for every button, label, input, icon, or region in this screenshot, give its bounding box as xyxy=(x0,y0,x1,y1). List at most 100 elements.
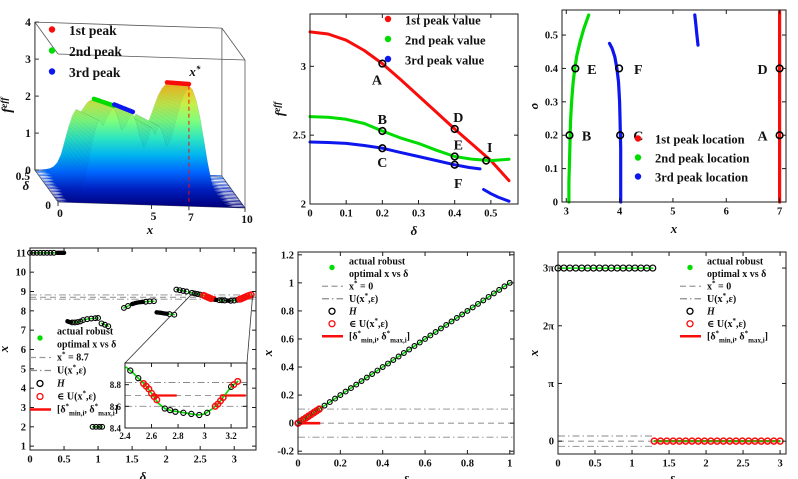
y-tick-label: 3π xyxy=(543,264,554,275)
point-label-A: A xyxy=(372,74,383,89)
point-label-B: B xyxy=(378,113,387,128)
H-sample xyxy=(105,323,112,330)
y-tick-label: 7 xyxy=(21,326,26,337)
series-optimal-x-seg8 xyxy=(175,288,188,293)
H-sample-dense xyxy=(61,250,67,256)
series-3rd peak value (branch 2) xyxy=(482,188,511,203)
series-marker xyxy=(337,392,344,399)
H-sample-dense xyxy=(68,320,73,325)
x-tick-label: 4 xyxy=(617,207,623,218)
y-tick-label: 1 xyxy=(21,442,26,453)
x-axis-label: δ xyxy=(140,469,147,479)
point-label-C: C xyxy=(377,156,387,171)
H-sample xyxy=(33,249,40,256)
series-marker xyxy=(406,346,413,353)
y-axis-label: feff xyxy=(272,101,287,116)
H-sample xyxy=(189,289,195,296)
highlight-point xyxy=(571,64,580,73)
x-tick-label: 0 xyxy=(27,455,32,466)
x-tick-label: 0.3 xyxy=(412,209,425,220)
legend-label: U(x*,ε) xyxy=(707,292,736,305)
panel-peak-values: 0 0.1 0.2 0.3 0.4 0.5 2 2.5 3 δ feff A B C D E F I 1st pea… xyxy=(266,0,532,240)
red-circle-swatch xyxy=(328,320,336,328)
x-tick-label: 0.8 xyxy=(461,459,474,470)
legend-label: 3rd peak xyxy=(69,65,121,80)
series-marker xyxy=(459,311,466,318)
series-marker xyxy=(464,307,471,314)
robust-linear-chart: 00.20.40.60.81-0.200.20.40.60.811.2δxact… xyxy=(260,250,515,479)
H-sample xyxy=(135,375,142,382)
black-circle-swatch xyxy=(686,307,694,315)
series-marker xyxy=(411,343,418,349)
H-sample xyxy=(150,298,157,305)
x-star-annotation: x* xyxy=(188,64,201,79)
red-dot-swatch xyxy=(48,26,56,33)
series-marker xyxy=(649,264,657,272)
legend-label: 1st peak xyxy=(69,23,117,38)
green-dot-swatch xyxy=(687,264,693,271)
x-tick-label: 0 xyxy=(555,459,560,470)
series-marker xyxy=(416,339,423,346)
x-tick-label: 0.6 xyxy=(418,459,431,470)
legend-label: U(x*,ε) xyxy=(349,292,378,305)
H-sample xyxy=(173,286,180,293)
y-tick-label: 3 xyxy=(21,403,26,414)
axes-box xyxy=(309,13,519,205)
robust-step-chart: 0 0.5 1 1.5 2 2.5 3 0 π 2π 3π δ x actual robust optima… xyxy=(526,251,787,479)
x-tick-label: 0.4 xyxy=(448,209,462,220)
x-tick-label: 3 xyxy=(202,431,207,441)
peak-values-chart: 0 0.1 0.2 0.3 0.4 0.5 2 2.5 3 δ feff A B C DE F I 1st pea… xyxy=(272,13,519,238)
red-dot-swatch xyxy=(634,135,642,142)
y-tick-label: 0.2 xyxy=(281,391,294,402)
x-tick-label: 0 xyxy=(295,459,300,470)
y-tick-label: 11 xyxy=(16,248,26,259)
x-tick-label: 1.5 xyxy=(662,459,675,470)
panel-robust-linear: 00.20.40.60.81-0.200.20.40.60.811.2δxact… xyxy=(260,240,532,479)
in-uncertainty-set xyxy=(315,405,323,413)
zoom-leader-line xyxy=(246,295,253,364)
y-tick-label: 2 xyxy=(21,422,26,433)
H-sample xyxy=(125,303,131,309)
series-marker xyxy=(475,300,481,307)
legend-label: H xyxy=(56,379,66,390)
H-sample xyxy=(99,423,106,430)
x-axis-label: x xyxy=(146,222,154,237)
y-tick-label: 8 xyxy=(21,306,26,317)
H-sample xyxy=(146,298,153,305)
panel-robust-step: 0 0.5 1 1.5 2 2.5 3 0 π 2π 3π δ x actual robust optima… xyxy=(526,240,798,479)
green-dot-swatch xyxy=(48,47,56,54)
H-sample-dense xyxy=(214,297,219,303)
x-tick-label: 1 xyxy=(507,459,512,470)
highlight-point xyxy=(450,124,459,134)
x-tick-label: 0 xyxy=(57,208,63,220)
y-tick-label: 0.4 xyxy=(281,363,295,374)
point-label-E: E xyxy=(587,63,596,78)
red-peak-ridge-marker xyxy=(164,80,170,85)
y-tick-label: 0.8 xyxy=(281,306,294,317)
x-tick-label: 5 xyxy=(151,211,157,223)
point-label-A: A xyxy=(757,130,768,145)
y-tick-label: 0.1 xyxy=(545,164,558,175)
highlight-point xyxy=(616,131,625,140)
y-tick-label: 2π xyxy=(543,321,554,332)
y-tick-label: 9 xyxy=(21,287,26,298)
H-sample xyxy=(37,249,44,256)
x-tick-label: 2.5 xyxy=(194,455,207,466)
x-tick-label: 2 xyxy=(703,459,708,470)
axes-cube-edge xyxy=(34,21,222,29)
axes-cube-edge xyxy=(34,169,59,203)
H-sample-dense xyxy=(140,299,146,305)
in-uncertainty-set xyxy=(219,394,227,402)
H-sample xyxy=(180,287,187,294)
x-tick-label: 3 xyxy=(777,459,782,470)
x-tick-label: 2.5 xyxy=(737,459,750,470)
axes-cube-edge xyxy=(57,53,246,61)
y-tick-label: 8.6 xyxy=(110,402,122,412)
legend-label: ∈ U(x*,ε) xyxy=(349,317,388,330)
H-sample xyxy=(88,315,95,322)
green-dot-swatch xyxy=(329,264,335,271)
legend-label: H xyxy=(348,306,358,317)
